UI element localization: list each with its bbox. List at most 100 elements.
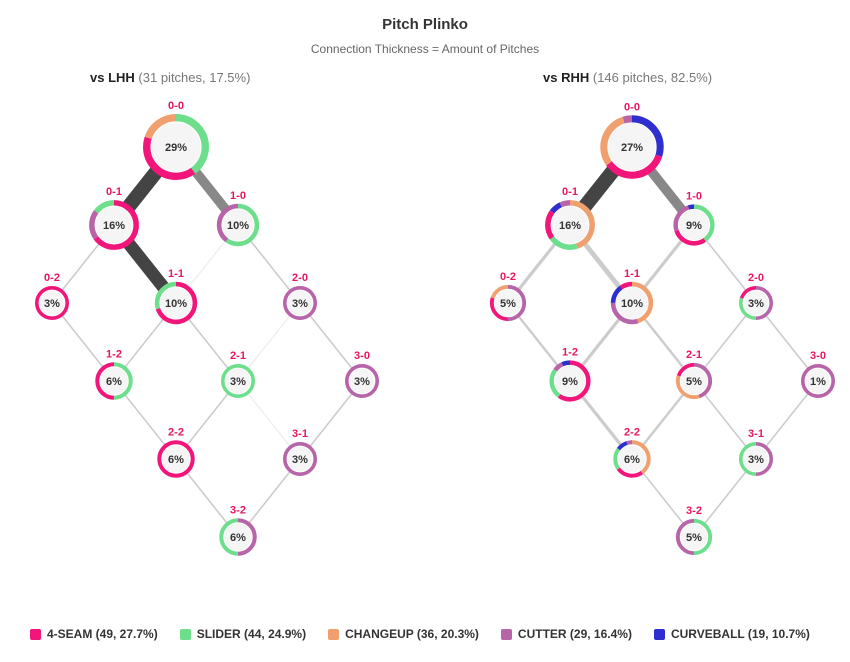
count-node-2-2[interactable]: 6% 2-2 [613,426,651,478]
legend-item-slider[interactable]: SLIDER (44, 24.9%) [179,627,307,641]
count-node-3-1[interactable]: 3% 3-1 [739,428,774,477]
legend-swatch-slider [179,628,191,640]
node-center [150,121,202,173]
count-label: 1-1 [168,268,184,280]
donut-segment-curveball [673,204,715,246]
donut-segment-cutter [345,363,380,398]
count-label: 3-0 [810,350,826,362]
donut-segment-4seam [673,204,715,246]
node-percent-label: 5% [686,376,702,388]
donut-segment-cutter [610,281,654,325]
donut-segment-changeup [143,114,209,180]
node-center [617,444,647,474]
count-label: 0-1 [106,186,122,198]
count-node-3-2[interactable]: 6% 3-2 [219,504,257,556]
count-label: 1-0 [686,190,702,202]
donut-segment-slider [219,518,257,556]
count-label: 2-0 [292,272,308,284]
donut-segment-cutter [89,200,139,250]
legend-swatch-changeup [328,628,340,640]
count-node-3-0[interactable]: 3% 3-0 [345,350,380,398]
legend-item-4seam[interactable]: 4-SEAM (49, 27.7%) [30,627,158,641]
count-node-2-0[interactable]: 3% 2-0 [739,272,774,321]
node-center [615,286,649,320]
donut-segment-4seam [610,281,654,325]
count-label: 0-0 [168,100,184,112]
legend-label-curveball: CURVEBALL (19, 10.7%) [670,627,810,641]
donut-segment-cutter [675,518,713,556]
node-center [493,288,523,318]
plinko-panel-rhh: 27% 0-0 16% 0-1 9% 1-0 5% 0-2 10% 1-1 3% 2-0 9% 1-2 5%… [489,101,836,556]
legend-item-changeup[interactable]: CHANGEUP (36, 20.3%) [328,627,479,641]
count-node-1-0[interactable]: 10% 1-0 [216,190,260,247]
legend-item-cutter[interactable]: CUTTER (29, 16.4%) [500,627,632,641]
count-node-1-2[interactable]: 6% 1-2 [95,348,133,400]
donut-segment-cutter [600,115,664,179]
node-center [607,122,657,172]
legend-swatch-cutter [500,628,512,640]
count-node-1-0[interactable]: 9% 1-0 [673,190,715,246]
node-percent-label: 6% [230,532,246,544]
node-center [804,367,832,395]
count-node-2-1[interactable]: 3% 2-1 [221,350,256,399]
count-label: 3-2 [686,505,702,517]
node-percent-label: 27% [621,142,643,154]
node-center [99,366,129,396]
donut-segment-4seam [549,360,591,402]
count-label: 1-2 [106,348,122,360]
donut-segment-cutter [283,441,318,476]
count-node-2-1[interactable]: 5% 2-1 [675,349,713,400]
count-node-3-0[interactable]: 1% 3-0 [801,350,836,399]
donut-segment-cutter [283,285,318,320]
count-label: 0-0 [624,101,640,113]
donut-segment-slider [154,281,198,325]
count-node-2-0[interactable]: 3% 2-0 [283,272,318,320]
node-center [224,367,252,395]
donut-segment-cutter [216,203,260,247]
count-label: 0-2 [500,271,516,283]
count-node-3-2[interactable]: 5% 3-2 [675,505,713,556]
count-label: 2-0 [748,272,764,284]
donut-segment-slider [221,364,256,399]
node-center [553,364,587,398]
donut-segment-slider [549,360,591,402]
count-node-0-2[interactable]: 3% 0-2 [35,272,70,320]
legend-item-curveball[interactable]: CURVEBALL (19, 10.7%) [653,627,810,641]
count-node-1-1[interactable]: 10% 1-1 [610,268,654,325]
legend-label-slider: SLIDER (44, 24.9%) [196,627,307,641]
node-percent-label: 5% [500,298,516,310]
donut-segment-cutter [673,204,715,246]
count-label: 0-2 [44,272,60,284]
donut-segment-changeup [600,115,664,179]
count-node-0-0[interactable]: 29% 0-0 [143,100,209,180]
donut-segment-slider [739,286,774,321]
plinko-panel-lhh: 29% 0-0 16% 0-1 10% 1-0 3% 0-2 10% 1-1 3% 2-0 6% 1-2 3… [35,100,380,556]
count-node-1-1[interactable]: 10% 1-1 [154,268,198,325]
node-percent-label: 3% [230,376,246,388]
count-label: 2-1 [686,349,702,361]
count-node-0-1[interactable]: 16% 0-1 [545,186,595,250]
count-node-2-2[interactable]: 6% 2-2 [157,426,195,478]
node-center [286,289,314,317]
node-center [94,205,134,245]
count-node-0-1[interactable]: 16% 0-1 [89,186,139,250]
legend-swatch-curveball [653,628,665,640]
node-center [221,208,255,242]
count-node-1-2[interactable]: 9% 1-2 [549,346,591,402]
node-percent-label: 6% [168,454,184,466]
count-node-0-2[interactable]: 5% 0-2 [489,271,527,322]
donut-segment-4seam [143,114,209,180]
node-percent-label: 3% [748,298,764,310]
count-label: 3-1 [292,428,308,440]
node-percent-label: 10% [165,298,187,310]
donut-segment-4seam [157,440,195,478]
count-node-3-1[interactable]: 3% 3-1 [283,428,318,476]
donut-segment-cutter [545,200,595,250]
node-center [286,445,314,473]
donut-segment-4seam [675,362,713,400]
legend: 4-SEAM (49, 27.7%) SLIDER (44, 24.9%) CH… [30,627,810,641]
node-center [38,289,66,317]
node-center [159,286,193,320]
panel-title-lhh-bold: vs LHH [90,70,135,85]
count-node-0-0[interactable]: 27% 0-0 [600,101,664,179]
